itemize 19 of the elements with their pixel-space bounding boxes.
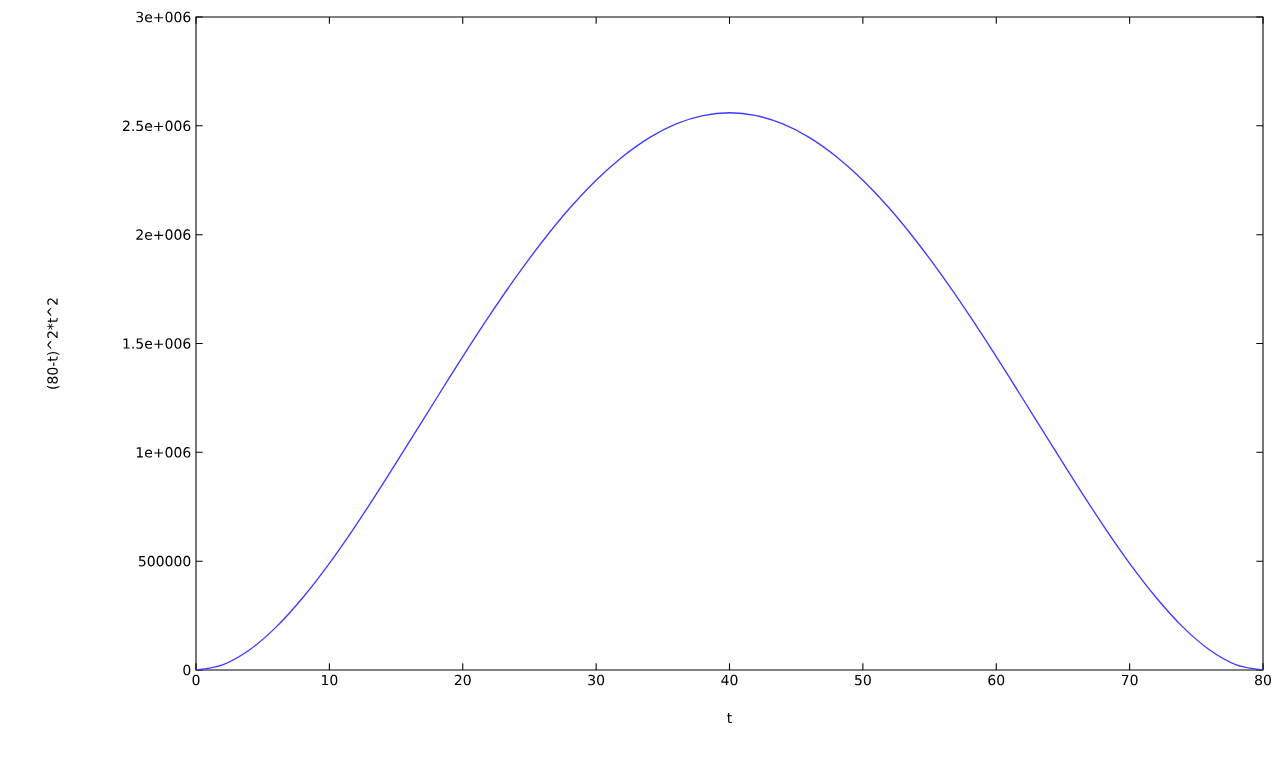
x-tick-label: 0 — [192, 674, 200, 686]
x-tick-label: 30 — [588, 674, 605, 686]
y-tick-label: 2.5e+006 — [122, 120, 191, 132]
x-tick-label: 20 — [454, 674, 471, 686]
x-tick-label: 10 — [322, 674, 338, 686]
y-tick-label: 2e+006 — [136, 229, 191, 240]
x-tick-label: 60 — [988, 674, 1005, 686]
x-tick-label: 50 — [855, 674, 871, 686]
y-tick-label: 1.5e+006 — [123, 338, 191, 349]
y-tick-label: 3e+006 — [136, 11, 191, 23]
x-tick-label: 70 — [1121, 674, 1138, 686]
y-tick-label: 0 — [183, 664, 191, 676]
y-tick-label: 1e+006 — [136, 447, 191, 458]
y-tick-label: 500000 — [138, 555, 191, 567]
x-tick-label: 40 — [721, 674, 738, 686]
y-axis-title: (80-t)^2*t^2 — [47, 298, 60, 389]
x-axis-title: t — [727, 713, 732, 723]
x-tick-label: 80 — [1255, 674, 1271, 686]
line-series — [196, 112, 1263, 670]
